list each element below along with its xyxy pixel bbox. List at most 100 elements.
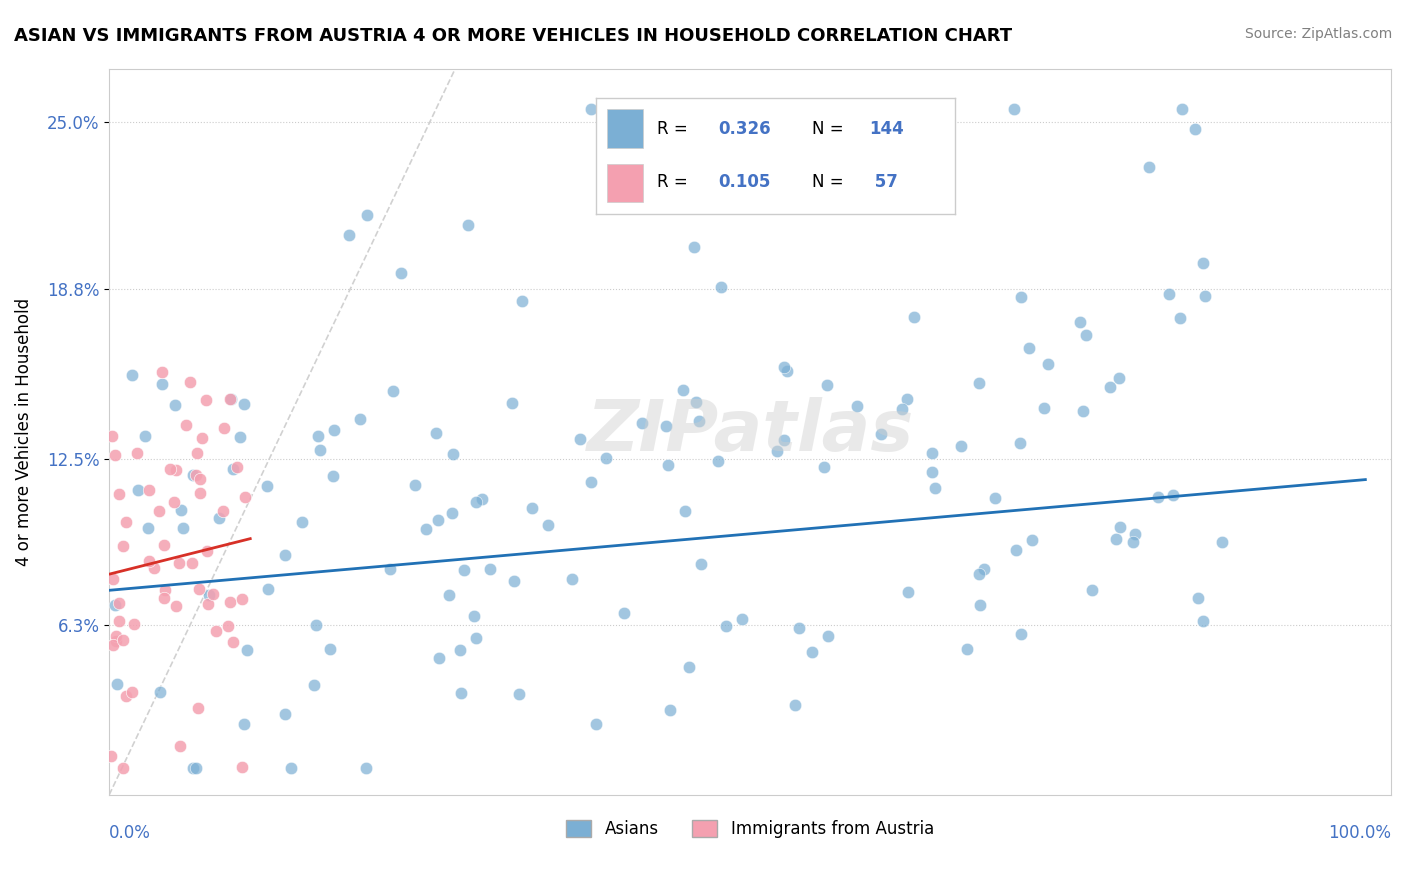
Point <box>155 583 177 598</box>
Point <box>222 461 245 475</box>
Point <box>613 607 636 621</box>
Point <box>167 556 190 570</box>
Point <box>1122 535 1144 549</box>
Point <box>984 491 1007 505</box>
Point <box>897 585 920 599</box>
Point <box>231 591 253 606</box>
Point <box>104 598 127 612</box>
Point <box>688 414 710 428</box>
Point <box>356 761 378 775</box>
Point <box>290 515 312 529</box>
Point <box>426 513 449 527</box>
Point <box>1170 102 1192 116</box>
Point <box>233 397 256 411</box>
Point <box>655 419 678 434</box>
Point <box>1033 401 1056 415</box>
Point <box>465 631 488 645</box>
Point <box>815 377 838 392</box>
Point <box>1081 583 1104 598</box>
Point <box>197 597 219 611</box>
Point <box>150 365 173 379</box>
Point <box>437 589 460 603</box>
Point <box>138 554 160 568</box>
Point <box>789 621 811 635</box>
Point <box>236 643 259 657</box>
Point <box>323 423 346 437</box>
Point <box>143 561 166 575</box>
Point <box>569 432 592 446</box>
Point <box>969 598 991 612</box>
Point <box>174 417 197 432</box>
Point <box>579 475 602 490</box>
Point <box>114 689 136 703</box>
Point <box>508 687 530 701</box>
Point <box>205 624 228 638</box>
Point <box>159 461 181 475</box>
Point <box>1010 627 1032 641</box>
Point <box>710 280 733 294</box>
Point <box>891 402 914 417</box>
Point <box>672 383 695 397</box>
Point <box>121 368 143 382</box>
Point <box>1137 160 1160 174</box>
Point <box>104 448 127 462</box>
Point <box>801 645 824 659</box>
Point <box>425 426 447 441</box>
Point <box>783 698 806 713</box>
Point <box>1069 315 1091 329</box>
Point <box>163 398 186 412</box>
Point <box>678 660 700 674</box>
Point <box>121 685 143 699</box>
Point <box>115 515 138 529</box>
Point <box>149 684 172 698</box>
Point <box>153 591 176 605</box>
Point <box>1123 526 1146 541</box>
Point <box>307 428 329 442</box>
Point <box>1192 614 1215 628</box>
Text: ASIAN VS IMMIGRANTS FROM AUSTRIA 4 OR MORE VEHICLES IN HOUSEHOLD CORRELATION CHA: ASIAN VS IMMIGRANTS FROM AUSTRIA 4 OR MO… <box>14 27 1012 45</box>
Point <box>104 634 127 648</box>
Point <box>219 392 242 406</box>
Point <box>197 543 219 558</box>
Point <box>337 228 360 243</box>
Point <box>427 650 450 665</box>
Point <box>319 642 342 657</box>
Point <box>1004 543 1026 558</box>
Point <box>453 563 475 577</box>
Point <box>180 556 202 570</box>
Point <box>766 444 789 458</box>
Point <box>169 739 191 753</box>
Point <box>1071 404 1094 418</box>
Point <box>561 572 583 586</box>
Point <box>172 521 194 535</box>
Point <box>201 587 224 601</box>
Point <box>222 634 245 648</box>
Point <box>1147 490 1170 504</box>
Point <box>125 446 148 460</box>
Point <box>585 717 607 731</box>
Point <box>165 599 187 613</box>
Point <box>502 574 524 589</box>
Point <box>382 384 405 398</box>
Point <box>122 616 145 631</box>
Point <box>274 706 297 721</box>
Point <box>817 629 839 643</box>
Point <box>1021 533 1043 548</box>
Point <box>198 588 221 602</box>
Point <box>896 392 918 406</box>
Point <box>101 638 124 652</box>
Point <box>380 562 402 576</box>
Point <box>257 582 280 597</box>
Point <box>225 459 247 474</box>
Point <box>211 504 233 518</box>
Point <box>1211 534 1233 549</box>
Point <box>229 429 252 443</box>
Point <box>1002 102 1025 116</box>
Point <box>187 582 209 596</box>
Point <box>973 562 995 576</box>
Point <box>136 521 159 535</box>
Point <box>308 443 330 458</box>
Point <box>479 562 502 576</box>
Point <box>845 399 868 413</box>
Point <box>127 483 149 498</box>
